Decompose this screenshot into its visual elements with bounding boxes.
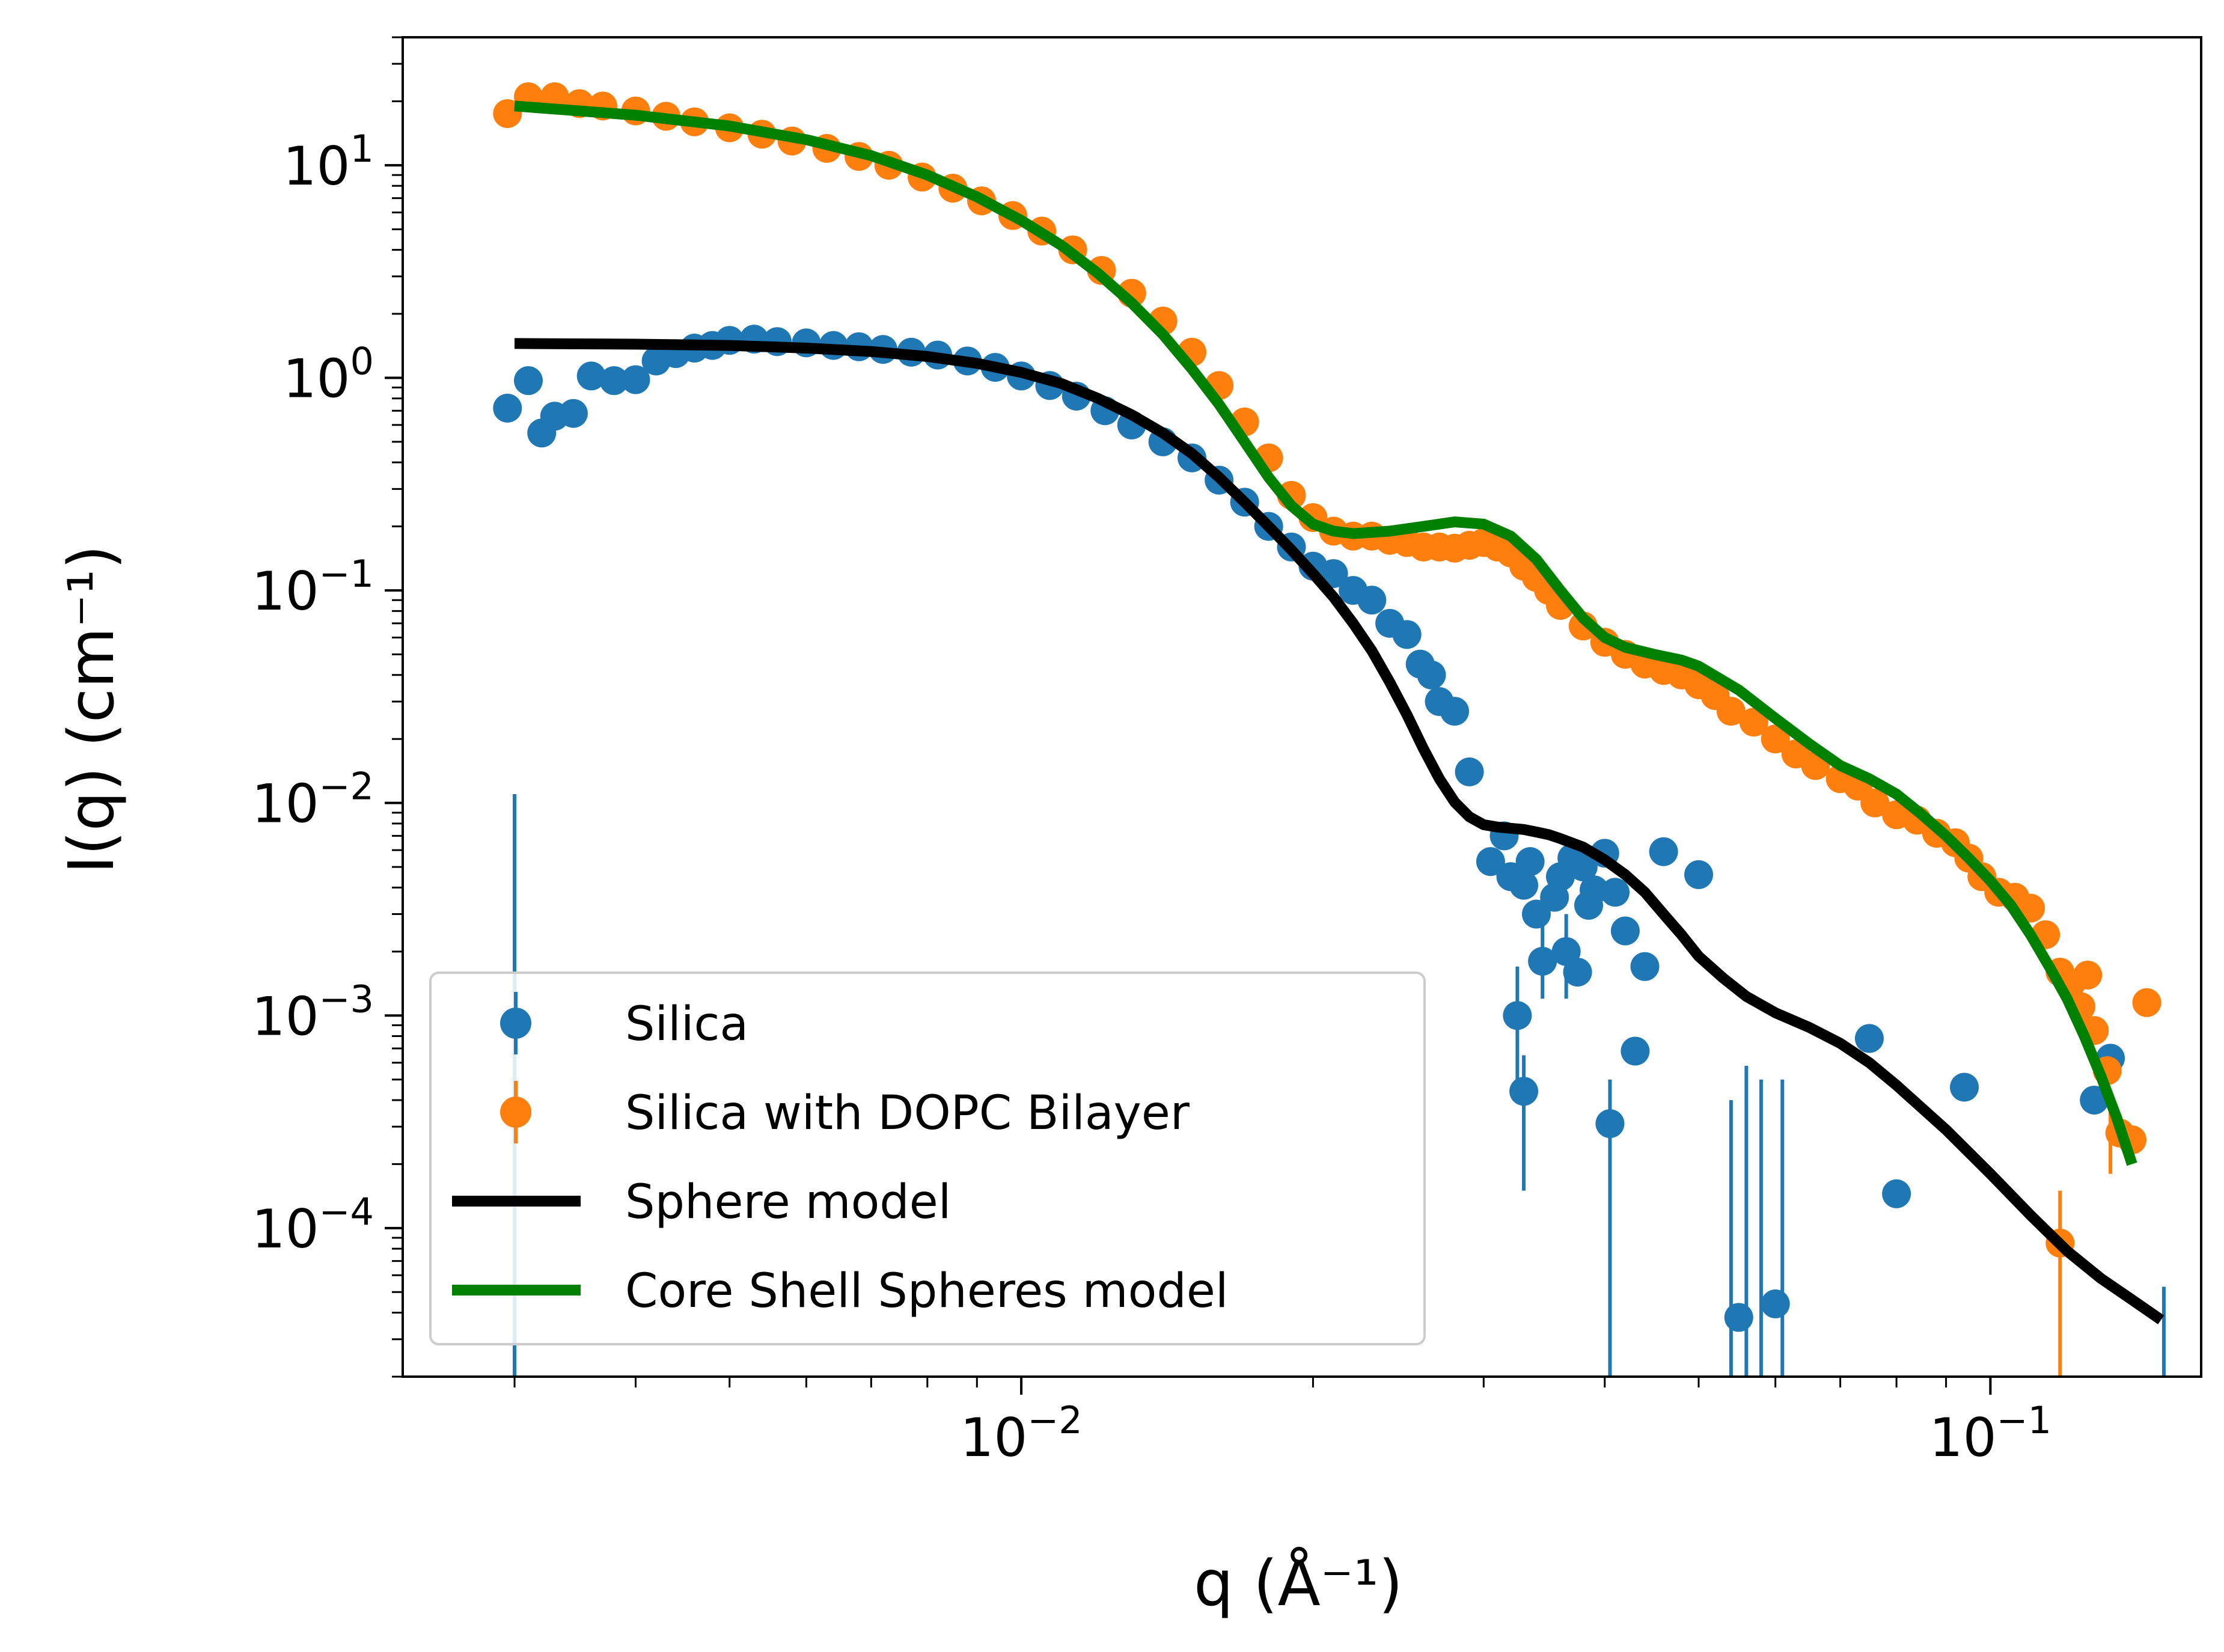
data-point <box>1521 899 1551 929</box>
data-point <box>1610 916 1640 946</box>
data-point <box>1739 708 1768 737</box>
data-point <box>2132 988 2161 1017</box>
legend-label: Silica with DOPC Bilayer <box>625 1086 1190 1140</box>
data-point <box>1568 852 1598 882</box>
y-tick-label: 10−1 <box>252 552 374 622</box>
clipped-series <box>493 82 2166 1377</box>
x-axis-title: q (Å⁻¹) <box>1194 1547 1403 1620</box>
data-point <box>1476 847 1505 876</box>
data-point <box>1580 875 1609 905</box>
sphere-model-line <box>514 338 2164 1324</box>
data-point <box>1509 1077 1539 1106</box>
core-shell-model-line <box>514 100 2137 1166</box>
data-point <box>514 366 543 396</box>
y-tick-label: 100 <box>283 339 374 409</box>
data-point <box>621 365 650 394</box>
data-point <box>1860 788 1890 818</box>
data-point <box>1601 878 1630 907</box>
data-point <box>1563 958 1592 987</box>
data-point <box>1503 1001 1532 1030</box>
x-tick-label: 10−2 <box>960 1398 1082 1469</box>
data-point <box>1440 697 1470 726</box>
y-tick-label: 10−3 <box>252 977 374 1047</box>
data-point <box>1455 757 1484 786</box>
data-point <box>1854 1024 1884 1053</box>
data-point <box>1950 1072 1979 1102</box>
legend-box <box>429 971 1426 1345</box>
data-point <box>1761 724 1790 754</box>
legend: Silica Silica with DOPC Bilayer Sphere mod… <box>429 971 1426 1345</box>
x-tick-label: 10−1 <box>1929 1398 2051 1469</box>
legend-label: Core Shell Spheres model <box>625 1264 1229 1318</box>
series-layer <box>493 82 2166 1377</box>
data-point <box>1684 860 1714 889</box>
axes-layer <box>385 36 1992 1395</box>
series-silica-dopc <box>493 82 2161 1377</box>
data-point <box>2073 960 2103 990</box>
y-tick-label: 10−2 <box>252 765 374 835</box>
data-point <box>1528 946 1557 976</box>
data-point <box>1716 697 1746 726</box>
data-point <box>1649 837 1678 866</box>
y-tick-label: 101 <box>283 127 374 197</box>
data-point <box>1630 952 1660 981</box>
legend-label: Sphere model <box>625 1175 951 1229</box>
tick-label-layer: 10−2 10−1 101 100 10−1 10−2 10−3 10−4 <box>252 127 2051 1469</box>
data-point <box>1515 847 1545 876</box>
data-point <box>1882 1179 1911 1208</box>
series-silica <box>493 325 2166 1377</box>
data-point <box>599 366 629 396</box>
data-point <box>1621 1036 1650 1066</box>
data-point <box>493 393 522 423</box>
data-point <box>1595 1109 1625 1139</box>
data-point <box>1724 1303 1753 1332</box>
data-point <box>1357 586 1387 615</box>
data-point <box>1509 870 1539 900</box>
data-point <box>1761 1289 1790 1318</box>
data-point <box>1392 620 1422 649</box>
axes-frame <box>402 36 2202 1378</box>
data-point <box>576 361 606 391</box>
y-tick-label: 10−4 <box>252 1190 374 1260</box>
legend-label: Silica <box>625 997 748 1051</box>
data-point <box>1417 660 1446 690</box>
legend-marker <box>500 1097 531 1128</box>
data-point <box>558 399 588 428</box>
y-axis-title: I(q) (cm⁻¹) <box>55 545 128 873</box>
legend-marker <box>500 1008 531 1039</box>
